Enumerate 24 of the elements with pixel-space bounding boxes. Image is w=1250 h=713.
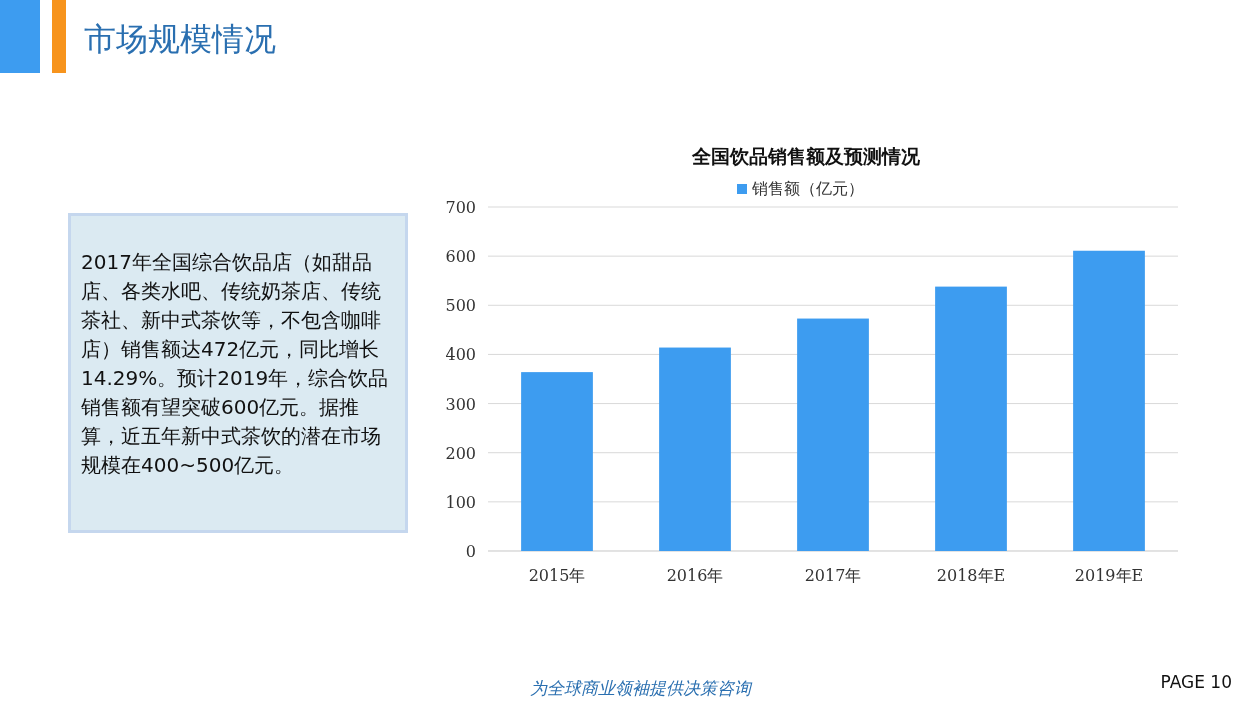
bar: [1073, 250, 1145, 551]
y-tick-label: 0: [465, 542, 476, 561]
y-tick-label: 400: [445, 345, 476, 365]
bar: [521, 372, 593, 551]
chart-title: 全国饮品销售额及预测情况: [691, 145, 921, 167]
text: 2017年全国综合饮品店（如甜品店、各类水吧、传统奶茶店、传统茶社、新中式茶饮等，不包含咖啡店）销售额达472亿元，同比增长14.29%。预计2019年，综合饮品销售额有望突破600亿元。据推算，近五年新中式茶饮的潜在市场规模在400~500亿元。: [68, 213, 408, 533]
text: 市场规模情况: [84, 20, 276, 58]
text: PAGE 10: [1160, 672, 1232, 692]
x-tick-label: 2015年: [528, 566, 586, 585]
text: 为全球商业领袖提供决策咨询: [529, 678, 753, 698]
y-tick-label: 600: [445, 247, 476, 267]
x-tick-label: 2019年E: [1074, 566, 1144, 585]
x-tick-label: 2016年: [666, 566, 724, 585]
legend-label: 销售额（亿元）: [751, 179, 864, 198]
y-tick-label: 700: [445, 198, 476, 217]
x-tick-label: 2018年E: [936, 566, 1006, 585]
bar: [935, 286, 1007, 551]
bar: [797, 318, 869, 551]
y-tick-label: 300: [445, 394, 476, 414]
y-tick-label: 500: [445, 296, 476, 316]
bar: [659, 347, 731, 551]
y-tick-label: 200: [445, 443, 476, 463]
y-tick-label: 100: [445, 492, 476, 512]
x-tick-label: 2017年: [804, 566, 862, 585]
